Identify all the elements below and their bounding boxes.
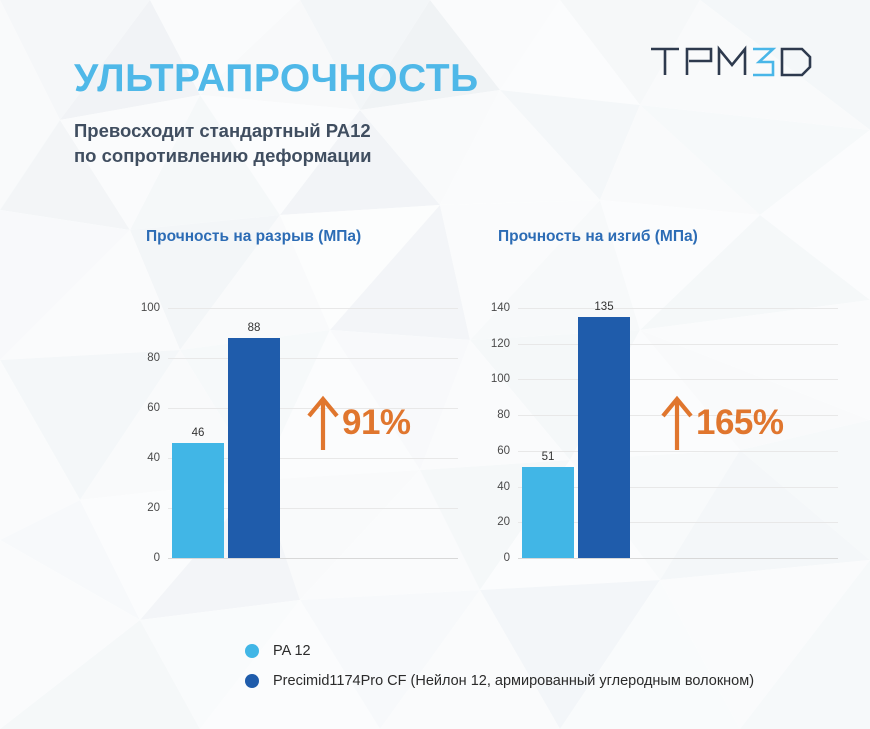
y-tick-label: 100 xyxy=(490,373,510,386)
y-tick-label: 20 xyxy=(497,516,510,529)
chart-title: Прочность на изгиб (МПа) xyxy=(498,228,698,245)
y-tick-label: 60 xyxy=(497,444,510,457)
y-tick-label: 140 xyxy=(490,302,510,314)
legend-item-pa12[interactable]: PA 12 xyxy=(245,636,754,666)
legend-item-cf[interactable]: Precimid1174Pro CF (Нейлон 12, армирован… xyxy=(245,666,754,696)
y-axis: 100 80 60 40 20 0 xyxy=(128,302,166,564)
tpm3d-logo-icon xyxy=(651,45,812,77)
bar-group: 51 135 xyxy=(522,301,630,558)
arrow-up-icon xyxy=(307,395,339,450)
bar-cf[interactable] xyxy=(578,316,630,558)
y-tick-label: 0 xyxy=(153,552,160,564)
y-tick-label: 80 xyxy=(497,409,510,422)
y-tick-label: 120 xyxy=(490,337,510,350)
bar-value-label: 88 xyxy=(247,322,261,334)
bar-group: 46 88 xyxy=(172,308,280,558)
legend-label: Precimid1174Pro CF (Нейлон 12, армирован… xyxy=(273,673,755,689)
page-title: УЛЬТРАПРОЧНОСТЬ xyxy=(74,57,479,100)
bar-value-label: 135 xyxy=(594,300,614,313)
bar-column-pa12[interactable]: 46 xyxy=(172,308,224,558)
page-subtitle: Превосходит стандартный PA12 по сопротив… xyxy=(74,120,372,166)
improvement-callout: 165% xyxy=(660,394,784,452)
y-tick-label: 0 xyxy=(503,552,510,564)
legend-color-swatch-icon xyxy=(245,674,259,688)
y-tick-label: 80 xyxy=(147,352,160,364)
bar-column-cf[interactable]: 135 xyxy=(578,301,630,558)
chart-flexural-strength: Прочность на изгиб (МПа) 140 120 100 80 … xyxy=(478,228,838,564)
improvement-callout: 91% xyxy=(306,394,411,452)
chart-legend: PA 12 Precimid1174Pro CF (Нейлон 12, арм… xyxy=(245,636,754,696)
bar-cf[interactable] xyxy=(228,338,280,558)
gridline-zero xyxy=(168,558,458,559)
y-tick-label: 40 xyxy=(147,452,160,464)
bar-pa12[interactable] xyxy=(172,443,224,558)
bar-column-pa12[interactable]: 51 xyxy=(522,308,574,558)
bar-value-label: 51 xyxy=(541,450,555,463)
y-tick-label: 20 xyxy=(147,502,160,514)
y-tick-label: 100 xyxy=(140,302,160,314)
y-tick-label: 40 xyxy=(497,480,510,493)
legend-label: PA 12 xyxy=(273,643,311,659)
arrow-up-icon xyxy=(661,395,693,450)
brand-logo xyxy=(649,44,814,80)
y-tick-label: 60 xyxy=(147,402,160,414)
improvement-value: 165% xyxy=(696,403,784,442)
bar-value-label: 46 xyxy=(191,427,205,439)
chart-tensile-strength: Прочность на разрыв (МПа) 100 80 60 40 2… xyxy=(128,228,458,564)
y-axis: 140 120 100 80 60 40 20 0 xyxy=(478,302,516,564)
chart-title: Прочность на разрыв (МПа) xyxy=(146,228,362,245)
bar-column-cf[interactable]: 88 xyxy=(228,308,280,558)
improvement-value: 91% xyxy=(342,403,411,442)
legend-color-swatch-icon xyxy=(245,644,259,658)
bar-pa12[interactable] xyxy=(522,466,574,558)
gridline-zero xyxy=(518,558,838,559)
